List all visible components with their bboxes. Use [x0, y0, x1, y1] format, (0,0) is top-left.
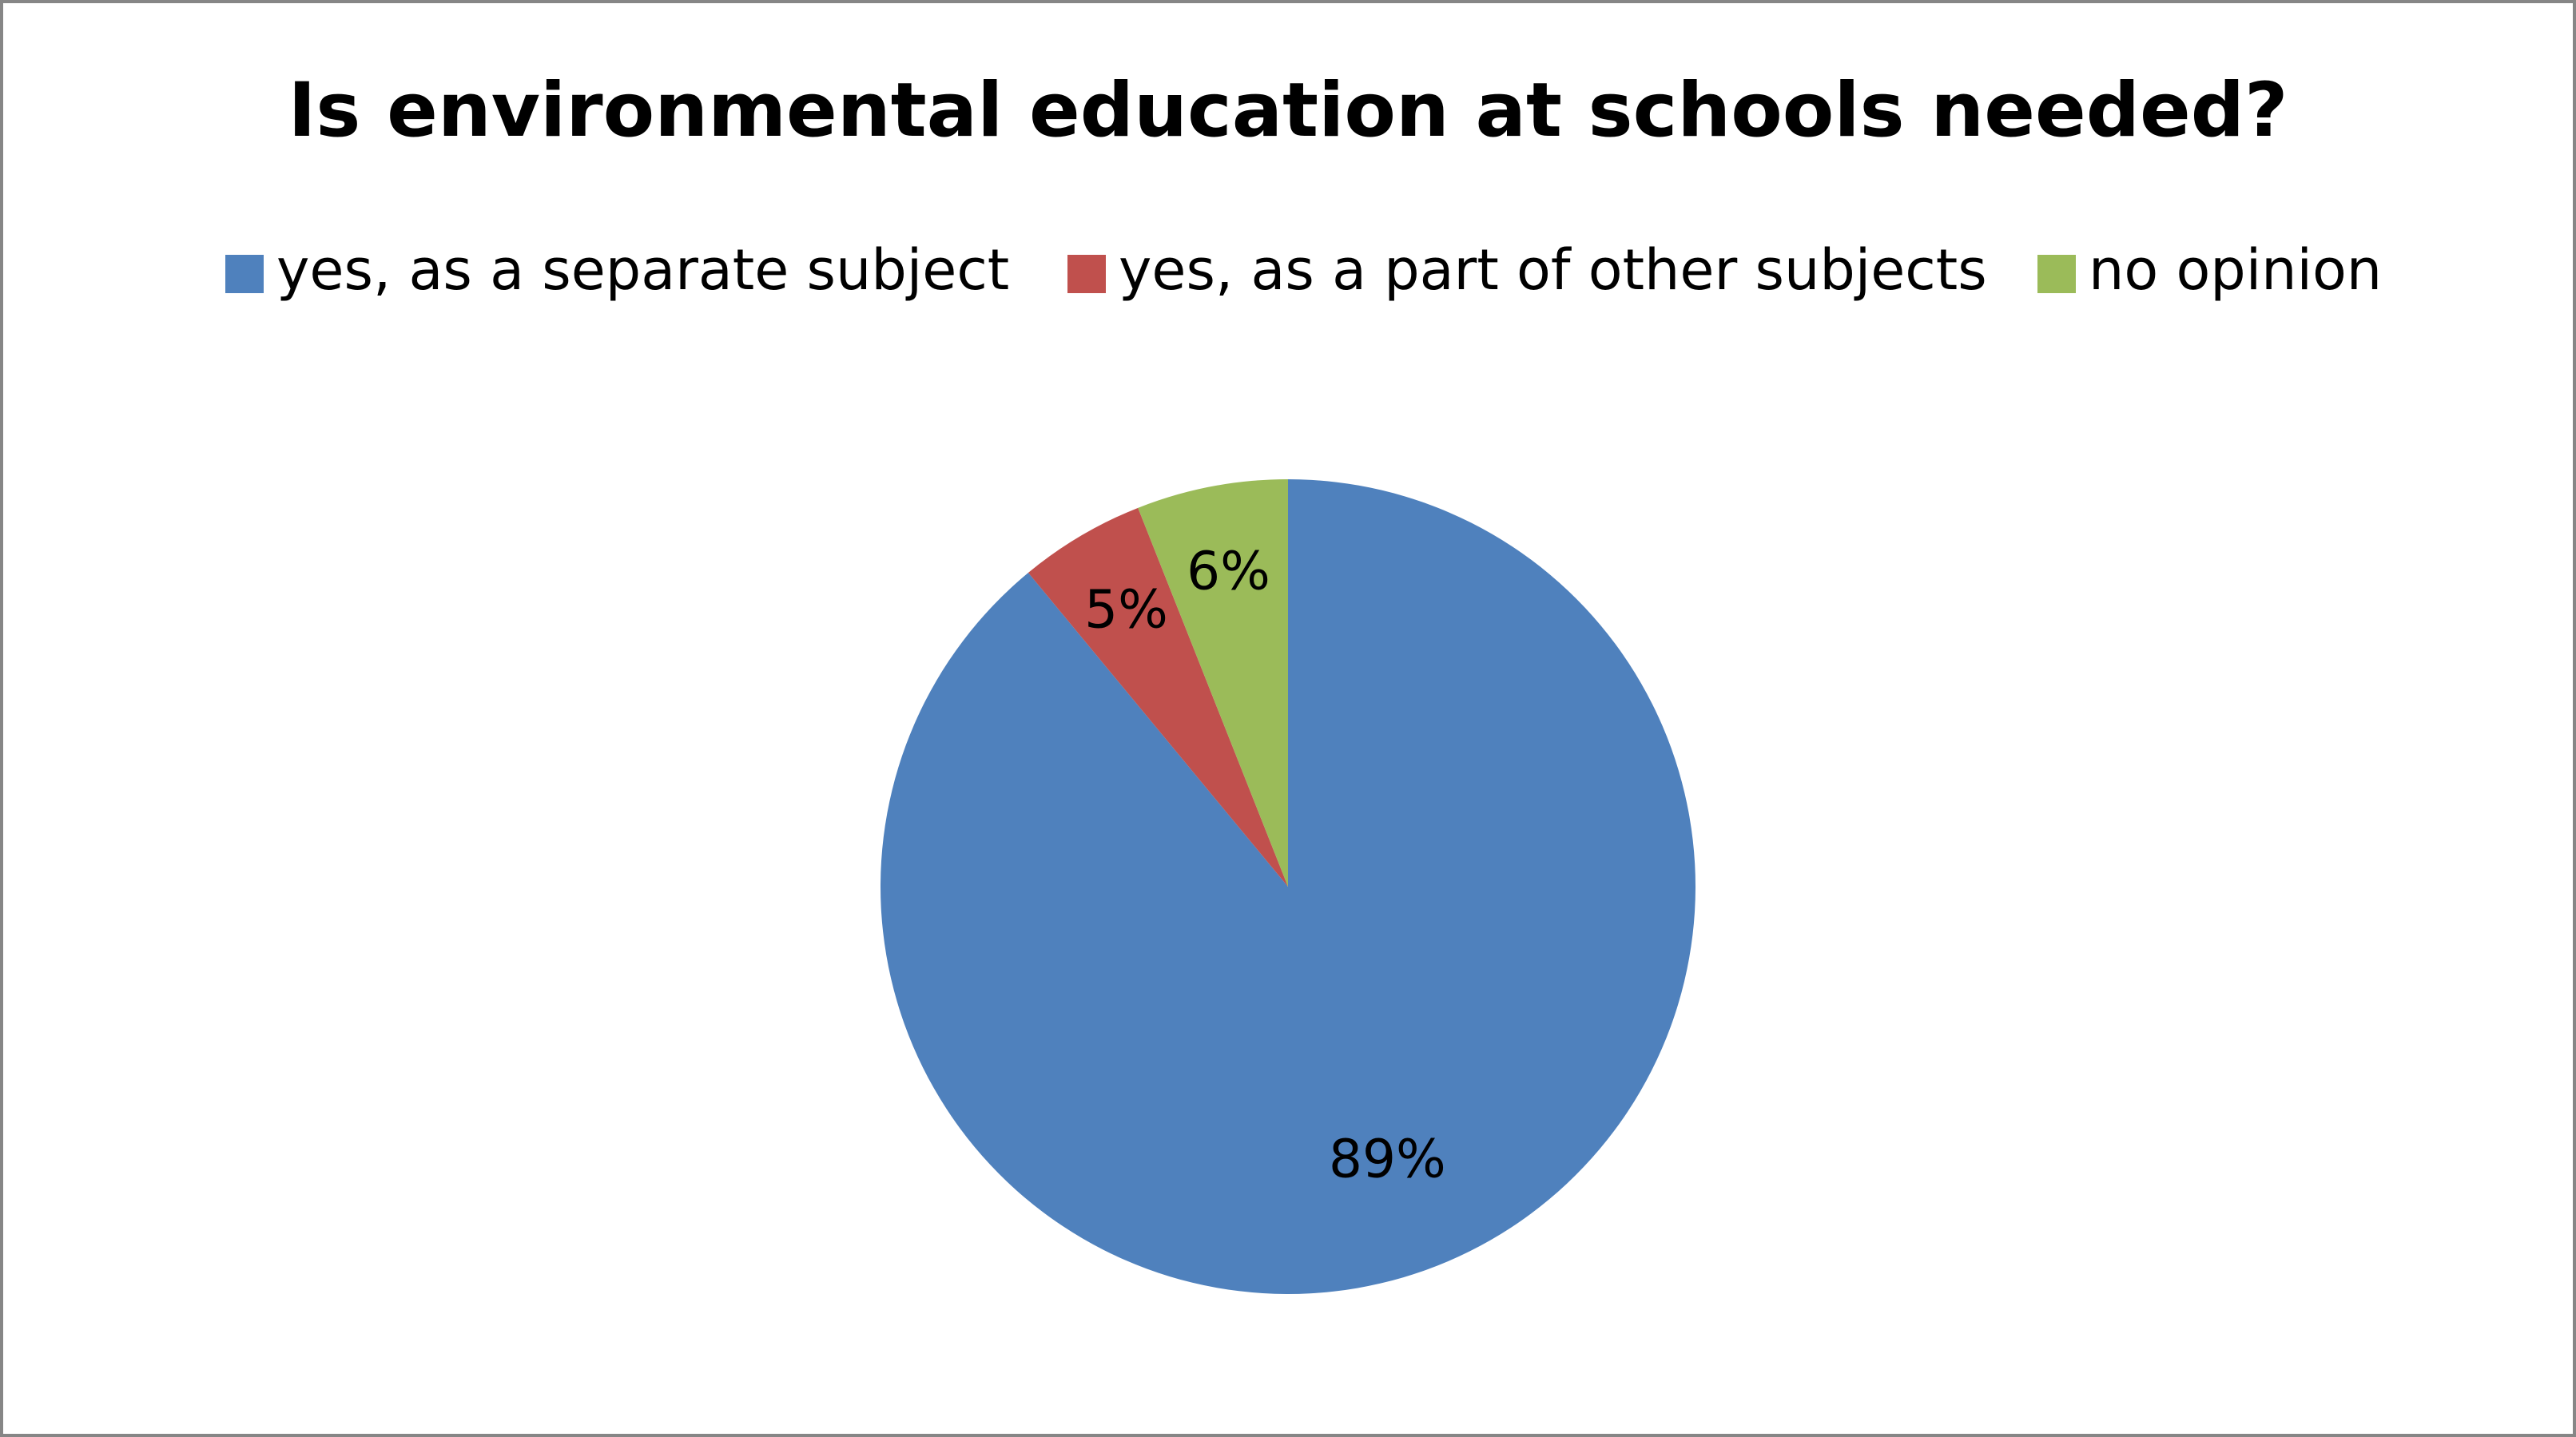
legend-swatch	[225, 255, 264, 293]
pie-slice	[1138, 479, 1288, 887]
legend-swatch	[1067, 255, 1106, 293]
pie-slice	[1028, 507, 1288, 887]
legend-label: no opinion	[2089, 237, 2382, 303]
legend-label: yes, as a separate subject	[276, 237, 1009, 303]
chart-title: Is environmental education at schools ne…	[288, 67, 2288, 154]
data-label: 89%	[1329, 1129, 1446, 1190]
legend-swatch	[2037, 255, 2076, 293]
data-label: 5%	[1084, 579, 1168, 641]
legend-label: yes, as a part of other subjects	[1119, 237, 1987, 303]
data-label: 6%	[1187, 540, 1270, 601]
